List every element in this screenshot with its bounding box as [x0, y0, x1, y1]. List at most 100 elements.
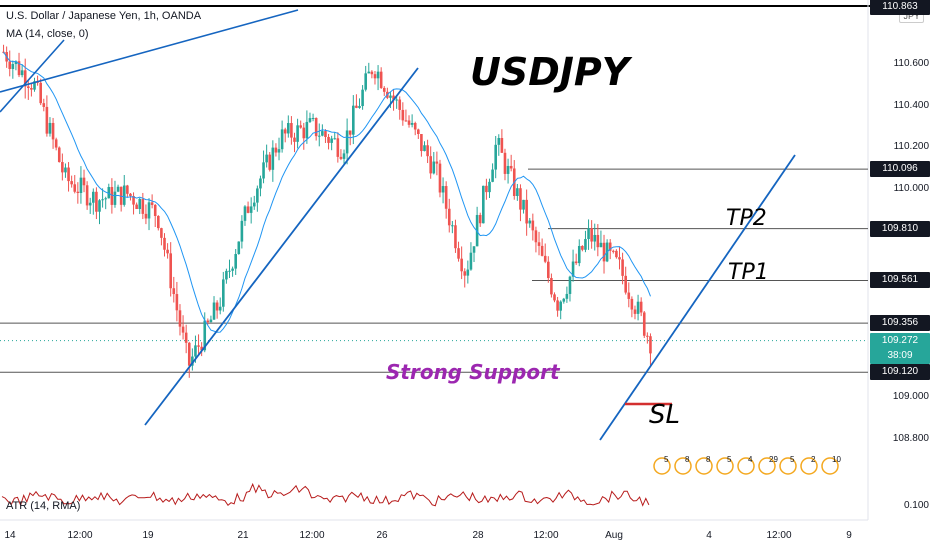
candle-body — [141, 198, 145, 214]
candle-body — [522, 199, 525, 210]
candle-body — [345, 130, 349, 154]
top-price-badge[interactable]: 110.863 — [870, 0, 930, 15]
candle-body — [178, 310, 182, 327]
ma-line — [3, 51, 651, 333]
event-icon — [695, 457, 713, 475]
candle-body — [17, 61, 21, 76]
trendline-upper-channel — [0, 9, 299, 93]
candle-body — [528, 220, 532, 224]
candle-body — [48, 122, 52, 134]
trendline-early — [0, 39, 65, 113]
candle-body — [287, 123, 290, 134]
level-price-badge[interactable]: 109.120 — [870, 364, 930, 381]
candle-body — [636, 301, 640, 314]
time-tick-label: 9 — [846, 530, 852, 541]
candle-body — [382, 87, 386, 92]
candle-body — [423, 145, 426, 152]
time-tick-label: 12:00 — [299, 530, 325, 541]
candle-body — [627, 292, 631, 299]
event-icon — [737, 457, 755, 475]
candle-body — [27, 86, 30, 89]
candle-body — [506, 165, 510, 174]
candle-body — [296, 125, 299, 142]
candle-body — [649, 336, 652, 354]
event-icon-label: 4 — [748, 455, 753, 464]
candle-body — [317, 135, 321, 137]
candle-body — [314, 117, 318, 137]
price-tick-label: 110.200 — [893, 141, 929, 153]
level-price-badge[interactable]: 109.356 — [870, 315, 930, 332]
price-tick-label: 110.400 — [893, 99, 929, 111]
candle-body — [51, 122, 55, 140]
candle-body — [265, 154, 268, 163]
candle-body — [187, 342, 191, 366]
candle-body — [599, 242, 603, 248]
candle-body — [420, 134, 423, 152]
candle-body — [274, 147, 278, 153]
candle-body — [516, 188, 519, 197]
candle-body — [379, 71, 383, 88]
candle-body — [587, 228, 590, 240]
candle-body — [562, 298, 566, 302]
candle-body — [367, 71, 371, 74]
candle-body — [321, 131, 324, 136]
ma-indicator-label[interactable]: MA (14, close, 0) — [6, 28, 89, 40]
atr-indicator-label[interactable]: ATR (14, RMA) — [6, 500, 81, 512]
candle-body — [150, 202, 154, 205]
event-icon-label: 5 — [790, 455, 795, 464]
candle-body — [197, 345, 200, 347]
price-tick-label: 110.000 — [893, 183, 929, 195]
candle-body — [633, 309, 637, 314]
candle-body — [457, 248, 460, 259]
candle-body — [61, 162, 64, 173]
candle-body — [596, 234, 600, 248]
candle-body — [621, 259, 624, 276]
candle-body — [280, 129, 284, 150]
level-price-badge[interactable]: 110.096 — [870, 161, 930, 178]
candle-body — [547, 261, 550, 279]
event-icon-label: 5 — [727, 455, 732, 464]
candle-body — [76, 191, 80, 193]
candle-body — [95, 191, 98, 212]
candle-body — [615, 250, 618, 258]
event-icon — [653, 457, 671, 475]
current-price-badge[interactable]: 109.272 — [870, 332, 930, 349]
candle-body — [624, 275, 627, 293]
candle-body — [342, 153, 346, 159]
candle-body — [249, 206, 253, 213]
candle-body — [172, 288, 176, 295]
event-icon-label: 29 — [769, 455, 778, 464]
candle-body — [228, 270, 231, 272]
level-price-badge[interactable]: 109.810 — [870, 220, 930, 237]
candle-body — [79, 177, 83, 193]
candle-body — [500, 138, 504, 153]
title-annotation: USDJPY — [470, 50, 630, 94]
candle-body — [373, 74, 377, 79]
candle-body — [147, 202, 151, 219]
candle-body — [222, 279, 225, 307]
event-icon-label: 8 — [685, 455, 690, 464]
time-tick-label: 4 — [706, 530, 712, 541]
trendline-target — [599, 154, 796, 441]
candle-body — [590, 228, 593, 242]
level-price-badge[interactable]: 109.561 — [870, 272, 930, 289]
candle-body — [454, 225, 457, 249]
candle-body — [336, 138, 340, 157]
candle-body — [88, 202, 92, 206]
trendline-support — [144, 67, 419, 426]
candle-body — [33, 81, 36, 90]
candle-body — [212, 302, 216, 320]
candle-body — [290, 123, 293, 138]
candle-body — [271, 147, 275, 170]
candle-body — [466, 269, 470, 276]
candle-body — [169, 253, 172, 289]
candle-body — [348, 130, 352, 135]
candle-body — [39, 82, 42, 104]
candle-body — [503, 152, 507, 174]
candle-body — [574, 261, 578, 264]
candle-body — [534, 230, 538, 243]
candle-body — [277, 149, 281, 153]
candle-body — [175, 294, 179, 311]
candle-body — [256, 188, 259, 203]
